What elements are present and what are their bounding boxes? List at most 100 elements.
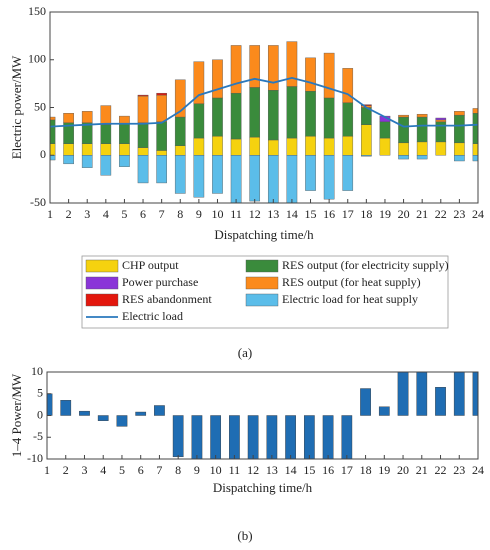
y-tick-label: 50 — [34, 99, 46, 113]
bar-segment — [212, 155, 223, 194]
bar-segment — [305, 135, 316, 156]
legend-label: Power purchase — [122, 275, 198, 289]
bar-segment — [323, 52, 335, 99]
x-axis-label: Dispatching time/h — [213, 480, 313, 495]
bar-segment — [361, 155, 372, 157]
legend-label: Electric load — [122, 309, 183, 323]
bar — [116, 415, 128, 427]
bar-segment — [156, 94, 167, 123]
bar — [172, 415, 184, 458]
bar-segment — [137, 155, 149, 184]
y-tick-label: -10 — [27, 451, 43, 465]
bar-segment — [100, 143, 112, 156]
bar-segment — [212, 97, 223, 137]
bar-segment — [119, 155, 130, 167]
bar-segment — [435, 117, 447, 121]
bar-segment — [119, 123, 130, 144]
bar-segment — [305, 155, 316, 191]
x-tick-label: 1 — [47, 207, 53, 221]
bar — [229, 415, 240, 459]
bar-segment — [230, 92, 242, 140]
x-tick-label: 23 — [453, 463, 465, 477]
bar-segment — [63, 143, 74, 156]
bar-segment — [193, 155, 205, 198]
bar-segment — [267, 45, 279, 91]
x-tick-label: 6 — [138, 463, 144, 477]
bar-segment — [156, 92, 167, 96]
bar-segment — [81, 143, 93, 156]
x-tick-label: 7 — [156, 463, 162, 477]
y-tick-label: 150 — [28, 4, 46, 18]
x-tick-label: 14 — [286, 207, 298, 221]
y-axis-label: Electric power/MW — [9, 55, 24, 159]
bar-segment — [323, 97, 335, 139]
bar-segment — [81, 122, 93, 144]
bar — [247, 415, 259, 459]
x-tick-label: 20 — [397, 463, 409, 477]
caption: (a) — [238, 345, 252, 360]
bar-segment — [361, 124, 372, 156]
bar-segment — [286, 137, 298, 156]
bar — [303, 415, 315, 459]
bar — [416, 372, 428, 416]
x-tick-label: 3 — [81, 463, 87, 477]
x-tick-label: 16 — [323, 207, 335, 221]
x-tick-label: 18 — [360, 463, 372, 477]
line — [50, 76, 478, 128]
bar-segment — [100, 155, 112, 176]
bar-segment — [342, 135, 354, 156]
x-tick-label: 1 — [44, 463, 50, 477]
x-tick-label: 9 — [196, 207, 202, 221]
bar-segment — [230, 138, 242, 156]
x-tick-label: 8 — [175, 463, 181, 477]
bar-segment — [230, 155, 242, 203]
bar-segment — [249, 155, 261, 202]
x-tick-label: 12 — [249, 207, 261, 221]
x-tick-label: 15 — [305, 207, 317, 221]
bar — [322, 415, 334, 459]
bar-segment — [100, 124, 112, 144]
x-tick-label: 4 — [103, 207, 109, 221]
x-tick-label: 13 — [267, 207, 279, 221]
legend-swatch — [245, 276, 279, 290]
x-tick-label: 23 — [453, 207, 465, 221]
x-tick-label: 11 — [229, 463, 241, 477]
x-tick-label: 10 — [210, 463, 222, 477]
x-tick-label: 12 — [247, 463, 259, 477]
x-tick-label: 13 — [266, 463, 278, 477]
x-tick-label: 17 — [341, 463, 353, 477]
legend-label: CHP output — [122, 258, 179, 272]
x-tick-label: 19 — [378, 463, 390, 477]
bar-segment — [435, 141, 447, 156]
bar-segment — [249, 87, 261, 138]
legend-label: RES output (for electricity supply) — [282, 258, 449, 272]
bar-segment — [398, 114, 409, 118]
x-tick-label: 24 — [472, 463, 484, 477]
bar-segment — [174, 116, 186, 146]
legend-swatch — [245, 259, 279, 273]
bar — [266, 415, 278, 459]
bar-segment — [267, 90, 279, 141]
legend-label: RES output (for heat supply) — [282, 275, 421, 289]
bar — [79, 410, 90, 416]
x-tick-label: 16 — [322, 463, 334, 477]
bar-segment — [267, 155, 279, 203]
bar-segment — [193, 137, 205, 156]
bar-segment — [63, 155, 74, 165]
bar-segment — [212, 135, 223, 156]
x-tick-label: 8 — [177, 207, 183, 221]
bar-segment — [398, 155, 409, 160]
bar-segment — [286, 86, 298, 139]
x-tick-label: 21 — [416, 207, 428, 221]
x-tick-label: 6 — [140, 207, 146, 221]
bar-segment — [249, 136, 261, 156]
bar-segment — [379, 137, 391, 156]
caption: (b) — [237, 528, 252, 543]
bar — [191, 415, 203, 459]
x-tick-label: 10 — [211, 207, 223, 221]
bar — [360, 388, 371, 416]
x-tick-label: 2 — [63, 463, 69, 477]
legend-swatch — [245, 293, 279, 307]
bar — [472, 372, 478, 416]
